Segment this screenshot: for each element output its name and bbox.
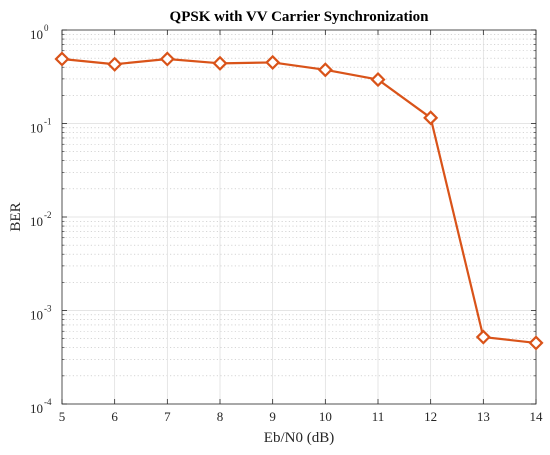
- y-tick-label: 10: [30, 121, 43, 136]
- y-tick-exponent: -2: [44, 210, 52, 220]
- data-point-diamond: [528, 335, 544, 351]
- data-point-diamond: [475, 329, 491, 345]
- y-tick-label: 10: [30, 214, 43, 229]
- y-tick-exponent: 0: [44, 23, 49, 33]
- y-tick-exponent: -1: [44, 117, 52, 127]
- x-tick-label: 14: [530, 409, 544, 424]
- x-tick-label: 8: [217, 409, 224, 424]
- x-tick-label: 5: [59, 409, 66, 424]
- series-group: [54, 51, 544, 351]
- y-tick-label: 10: [30, 401, 43, 416]
- y-tick-label: 10: [30, 308, 43, 323]
- x-tick-label: 6: [111, 409, 118, 424]
- data-point-diamond: [317, 62, 333, 78]
- x-tick-label: 7: [164, 409, 171, 424]
- x-tick-label: 12: [424, 409, 437, 424]
- y-axis-title: BER: [8, 202, 24, 231]
- x-tick-label: 13: [477, 409, 490, 424]
- data-point-diamond: [370, 72, 386, 88]
- data-point-diamond: [212, 55, 228, 71]
- y-tick-label: 10: [30, 27, 43, 42]
- series-line: [61, 57, 537, 345]
- y-tick-exponent: -3: [44, 304, 52, 314]
- y-tick-exponent: -4: [44, 397, 52, 407]
- data-point-diamond: [265, 54, 281, 70]
- data-point-diamond: [159, 51, 175, 67]
- axis-ticks: [61, 29, 537, 405]
- x-tick-label: 9: [269, 409, 276, 424]
- data-point-diamond: [107, 56, 123, 72]
- x-tick-labels: 5 6 7 8 9 10 11 12 13 14: [59, 409, 543, 424]
- data-point-diamond: [423, 110, 439, 126]
- chart-title: QPSK with VV Carrier Synchronization: [170, 9, 430, 25]
- x-axis-title: Eb/N0 (dB): [264, 430, 334, 446]
- data-point-diamond: [54, 51, 70, 67]
- x-tick-label: 10: [319, 409, 332, 424]
- x-tick-label: 11: [372, 409, 385, 424]
